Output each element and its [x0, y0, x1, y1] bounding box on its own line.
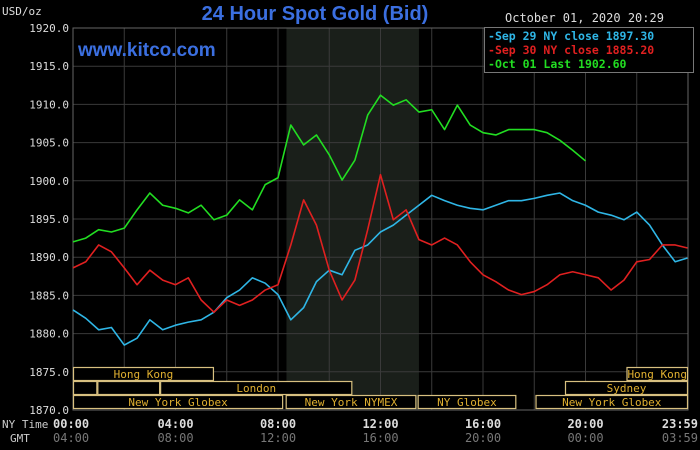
x-tick-label-gmt: 03:59 — [662, 431, 698, 445]
y-tick-label: 1895.0 — [29, 213, 69, 226]
session-box — [285, 394, 417, 410]
timestamp: October 01, 2020 20:29 — [505, 11, 664, 25]
x-tick-label-gmt: 16:00 — [362, 431, 398, 445]
x-tick-label-ny: 23:59 — [662, 417, 698, 431]
legend-item: -Oct 01 Last 1902.60 — [488, 57, 627, 71]
session-label: NY Globex — [437, 396, 497, 409]
session-label: New York Globex — [562, 396, 662, 409]
series-line-2 — [72, 94, 587, 243]
chart-title: 24 Hour Spot Gold (Bid) — [201, 3, 429, 25]
session-label: London — [236, 382, 276, 395]
session-box — [97, 380, 161, 396]
x-tick-label-ny: 12:00 — [362, 417, 398, 431]
x-tick-label-gmt: 00:00 — [567, 431, 603, 445]
y-tick-label: 1900.0 — [29, 175, 69, 188]
session-box — [417, 394, 517, 410]
x-axis-label-gmt: GMT — [10, 432, 30, 445]
session-box — [564, 380, 689, 396]
legend-item: -Sep 29 NY close 1897.30 — [488, 29, 655, 43]
plot-frame — [72, 27, 689, 411]
y-tick-label: 1920.0 — [29, 22, 69, 35]
session-box — [72, 380, 98, 396]
session-box — [72, 366, 215, 382]
session-label: Sydney — [607, 382, 647, 395]
x-tick-label-gmt: 08:00 — [157, 431, 193, 445]
session-box — [626, 366, 689, 382]
series-line-1 — [72, 173, 688, 314]
y-tick-label: 1910.0 — [29, 98, 69, 111]
brand-logo-text[interactable]: www.kitco.com — [78, 40, 216, 61]
y-axis-unit: USD/oz — [2, 5, 42, 18]
session-box — [160, 380, 353, 396]
y-tick-label: 1905.0 — [29, 137, 69, 150]
y-tick-label: 1875.0 — [29, 366, 69, 379]
x-tick-label-gmt: 04:00 — [53, 431, 89, 445]
x-tick-label-ny: 00:00 — [53, 417, 89, 431]
y-tick-label: 1880.0 — [29, 328, 69, 341]
session-label: New York Globex — [128, 396, 228, 409]
session-label: New York NYMEX — [305, 396, 398, 409]
y-tick-label: 1915.0 — [29, 60, 69, 73]
series-line-0 — [72, 192, 688, 346]
y-tick-label: 1885.0 — [29, 289, 69, 302]
x-axis-label-ny: NY Time — [2, 418, 48, 431]
legend-item: -Sep 30 NY close 1885.20 — [488, 43, 655, 57]
x-tick-label-ny: 16:00 — [465, 417, 501, 431]
x-tick-label-gmt: 12:00 — [260, 431, 296, 445]
session-label: Hong Kong — [114, 368, 174, 381]
x-tick-label-ny: 08:00 — [260, 417, 296, 431]
y-tick-label: 1890.0 — [29, 251, 69, 264]
session-box — [72, 394, 284, 410]
y-tick-label: 1870.0 — [29, 404, 69, 417]
x-tick-label-gmt: 20:00 — [465, 431, 501, 445]
session-box — [535, 394, 689, 410]
legend: -Sep 29 NY close 1897.30 -Sep 30 NY clos… — [484, 27, 694, 73]
session-label: Hong Kong — [627, 368, 687, 381]
x-tick-label-ny: 20:00 — [567, 417, 603, 431]
x-tick-label-ny: 04:00 — [157, 417, 193, 431]
